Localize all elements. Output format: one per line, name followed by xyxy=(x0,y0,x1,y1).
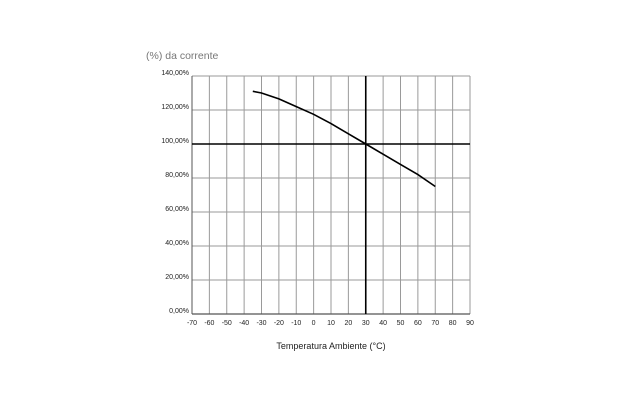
y-tick-label: 100,00% xyxy=(161,138,189,145)
x-tick-label: 20 xyxy=(344,320,352,327)
x-tick-label: 60 xyxy=(414,320,422,327)
x-tick-label: 40 xyxy=(379,320,387,327)
y-tick-label: 80,00% xyxy=(165,172,189,179)
x-tick-label: 30 xyxy=(362,320,370,327)
y-tick-label: 40,00% xyxy=(165,240,189,247)
reference-lines xyxy=(192,76,470,314)
x-tick-labels: -70 -60 -50 -40 -30 -20 -10 0 10 20 30 40 50 60 70 80 90 xyxy=(187,320,474,327)
x-tick-label: 80 xyxy=(449,320,457,327)
x-tick-label: -50 xyxy=(222,320,232,327)
y-tick-labels: 0,00% 20,00% 40,00% 60,00% 80,00% 100,00% 120,… xyxy=(161,70,189,315)
y-tick-label: 60,00% xyxy=(165,206,189,213)
y-tick-label: 140,00% xyxy=(161,70,189,77)
grid xyxy=(191,75,471,315)
x-tick-label: 10 xyxy=(327,320,335,327)
x-axis-label: Temperatura Ambiente (°C) xyxy=(276,341,385,351)
y-tick-label: 20,00% xyxy=(165,274,189,281)
x-tick-label: -30 xyxy=(256,320,266,327)
x-tick-label: 70 xyxy=(431,320,439,327)
x-tick-label: -40 xyxy=(239,320,249,327)
x-tick-label: -10 xyxy=(291,320,301,327)
x-tick-label: -70 xyxy=(187,320,197,327)
x-tick-label: 0 xyxy=(312,320,316,327)
y-tick-label: 0,00% xyxy=(169,308,189,315)
x-tick-label: -20 xyxy=(274,320,284,327)
y-tick-label: 120,00% xyxy=(161,104,189,111)
chart-title: (%) da corrente xyxy=(146,50,219,62)
x-tick-label: 90 xyxy=(466,320,474,327)
x-tick-label: 50 xyxy=(397,320,405,327)
x-tick-label: -60 xyxy=(204,320,214,327)
series-line xyxy=(252,90,436,188)
